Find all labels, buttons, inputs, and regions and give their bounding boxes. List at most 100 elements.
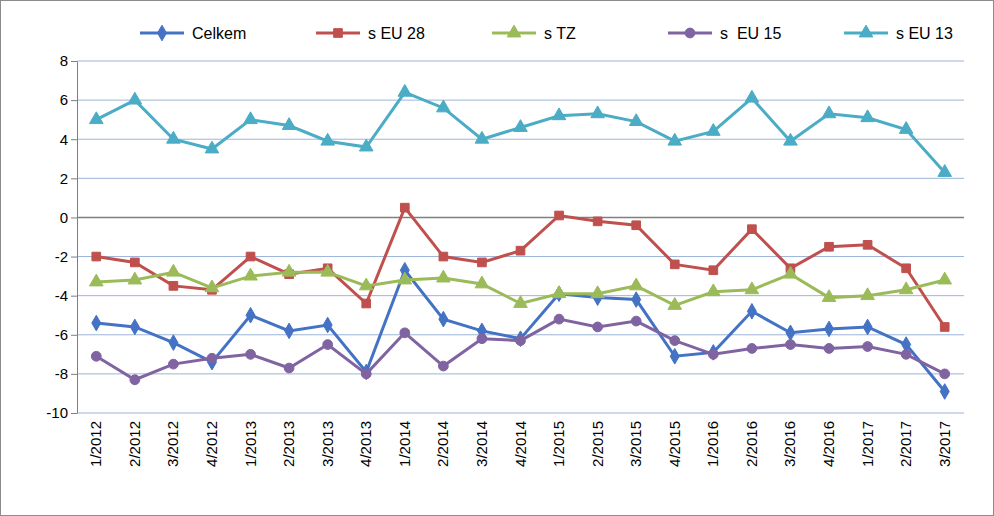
y-tick: 4: [60, 131, 77, 148]
legend-item: s EU 15: [668, 25, 781, 42]
series-line: [96, 208, 944, 327]
series-marker: [747, 344, 757, 354]
chart: -10-8-6-4-2024681/20122/20123/20124/2012…: [0, 0, 994, 516]
series-marker: [708, 349, 718, 359]
series-marker: [709, 266, 718, 275]
series-marker: [475, 276, 489, 288]
series-marker: [400, 203, 409, 212]
grid-line: [77, 139, 964, 140]
x-tick-label: 2/2012: [126, 421, 143, 467]
series-marker: [784, 266, 798, 278]
y-tick-mark: [71, 217, 77, 218]
y-tick-label: -6: [55, 326, 68, 343]
x-tick-label: 2/2015: [589, 421, 606, 467]
series-marker: [899, 122, 913, 134]
series-line: [96, 270, 944, 391]
x-axis: 1/20122/20123/20124/20121/20132/20133/20…: [87, 421, 952, 467]
y-tick-mark: [71, 257, 77, 258]
series-marker: [362, 299, 371, 308]
series-marker: [167, 131, 181, 143]
series-marker: [169, 359, 179, 369]
plot-area: [89, 84, 951, 399]
x-tick-label: 4/2014: [512, 421, 529, 467]
series-marker: [707, 284, 721, 296]
legend: Celkems EU 28s TZs EU 15s EU 13: [140, 25, 953, 42]
y-axis: -10-8-6-4-202468: [46, 52, 77, 421]
series-marker: [593, 322, 603, 332]
series: [91, 314, 949, 384]
series: [89, 264, 951, 309]
legend-label: s EU 28: [368, 25, 425, 42]
series: [89, 84, 951, 176]
series-marker: [861, 110, 875, 122]
legend-item: Celkem: [140, 25, 246, 42]
series-marker: [246, 307, 255, 323]
series-marker: [552, 108, 566, 120]
series-marker: [786, 325, 795, 341]
y-tick-mark: [71, 335, 77, 336]
series-marker: [437, 100, 451, 112]
y-tick-mark: [71, 296, 77, 297]
x-tick-label: 2/2017: [897, 421, 914, 467]
series-marker: [284, 363, 294, 373]
x-tick-label: 3/2016: [781, 421, 798, 467]
series-marker: [825, 321, 834, 337]
series-marker: [400, 328, 410, 338]
series-marker: [745, 90, 759, 102]
series-marker: [668, 298, 682, 310]
y-tick-mark: [71, 139, 77, 140]
x-tick-label: 4/2013: [357, 421, 374, 467]
series-marker: [863, 342, 873, 352]
series-marker: [940, 369, 950, 379]
series-marker: [398, 272, 412, 284]
series-marker: [246, 349, 256, 359]
series-marker: [205, 141, 219, 153]
series-marker: [629, 114, 643, 126]
legend-marker: [158, 25, 167, 41]
y-tick-mark: [71, 374, 77, 375]
series-marker: [285, 323, 294, 339]
y-tick-label: 0: [60, 209, 68, 226]
y-tick-mark: [71, 100, 77, 101]
series-marker: [205, 280, 219, 292]
x-tick-label: 1/2012: [87, 421, 104, 467]
legend-marker: [507, 25, 521, 37]
grid-line: [77, 256, 964, 257]
legend-item: s EU 28: [316, 25, 425, 42]
y-tick-mark: [71, 178, 77, 179]
y-tick-label: 8: [60, 52, 68, 69]
series-marker: [207, 353, 217, 363]
y-axis-line: [77, 62, 78, 414]
series-marker: [282, 118, 296, 130]
series-marker: [437, 270, 451, 282]
series-marker: [89, 274, 103, 286]
series-marker: [92, 315, 101, 331]
series-marker: [516, 246, 525, 255]
grid-line: [77, 178, 964, 179]
y-tick: -6: [55, 326, 77, 343]
y-tick: -10: [46, 404, 77, 421]
series-marker: [863, 240, 872, 249]
y-tick-label: -2: [55, 248, 68, 265]
series-marker: [863, 319, 872, 335]
series-marker: [361, 369, 371, 379]
series-marker: [321, 264, 335, 276]
series-marker: [591, 286, 605, 298]
x-tick-label: 4/2016: [820, 421, 837, 467]
series-marker: [748, 225, 757, 234]
y-tick: -8: [55, 365, 77, 382]
series-marker: [169, 335, 178, 351]
x-tick-label: 3/2014: [473, 421, 490, 467]
series-marker: [244, 112, 258, 124]
x-tick-label: 3/2012: [164, 421, 181, 467]
series-marker: [359, 139, 373, 151]
series-marker: [128, 92, 142, 104]
series-marker: [398, 84, 412, 96]
series-marker: [632, 221, 641, 230]
y-tick-mark: [71, 413, 77, 414]
series-marker: [824, 344, 834, 354]
series-marker: [707, 124, 721, 136]
series-marker: [362, 364, 371, 380]
series-marker: [244, 268, 258, 280]
grid-line: [77, 61, 964, 62]
